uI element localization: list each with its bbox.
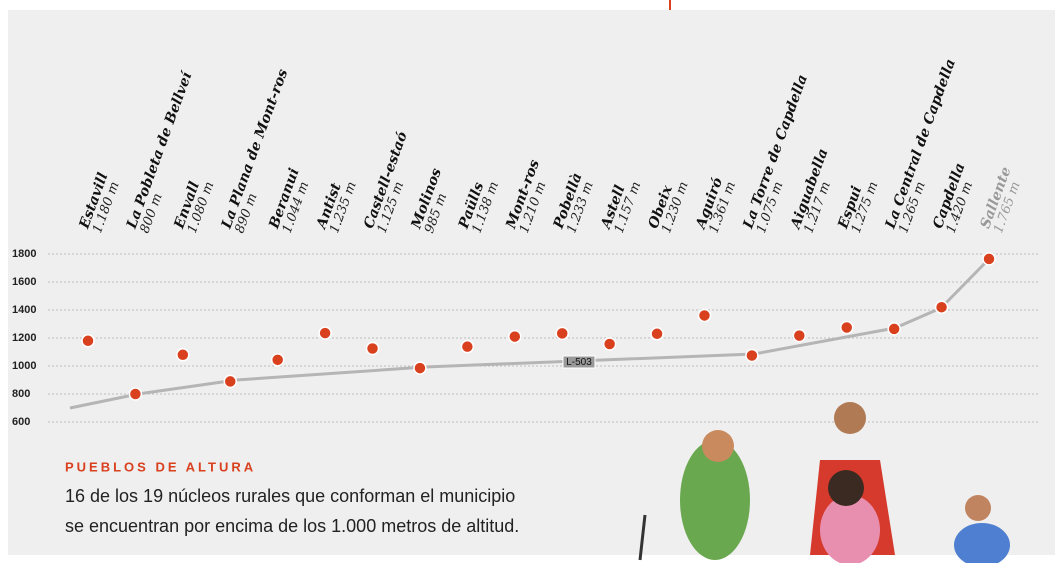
chart: 60080010001200140016001800 L-503 Estavil… — [0, 0, 1062, 563]
road-label: L-503 — [566, 357, 592, 368]
data-point — [888, 323, 900, 335]
y-tick-label: 1200 — [12, 332, 36, 344]
y-tick-label: 800 — [12, 388, 30, 400]
description: 16 de los 19 núcleos rurales que conform… — [65, 486, 515, 506]
data-point — [983, 253, 995, 265]
data-point — [367, 343, 379, 355]
data-point — [793, 330, 805, 342]
data-point — [509, 331, 521, 343]
data-point — [841, 322, 853, 334]
description: se encuentran por encima de los 1.000 me… — [65, 516, 519, 536]
heading: PUEBLOS DE ALTURA — [65, 459, 256, 474]
data-point — [414, 362, 426, 374]
data-point — [319, 327, 331, 339]
data-point — [461, 341, 473, 353]
data-point — [746, 350, 758, 362]
data-point — [604, 338, 616, 350]
data-point — [556, 327, 568, 339]
data-point — [651, 328, 663, 340]
y-tick-label: 1000 — [12, 360, 36, 372]
y-tick-label: 1800 — [12, 248, 36, 260]
y-tick-label: 1400 — [12, 304, 36, 316]
data-point — [698, 309, 710, 321]
data-point — [272, 354, 284, 366]
data-point — [177, 349, 189, 361]
data-point — [224, 375, 236, 387]
y-tick-label: 600 — [12, 416, 30, 428]
data-point — [82, 335, 94, 347]
data-point — [936, 301, 948, 313]
y-tick-label: 1600 — [12, 276, 36, 288]
data-point — [129, 388, 141, 400]
